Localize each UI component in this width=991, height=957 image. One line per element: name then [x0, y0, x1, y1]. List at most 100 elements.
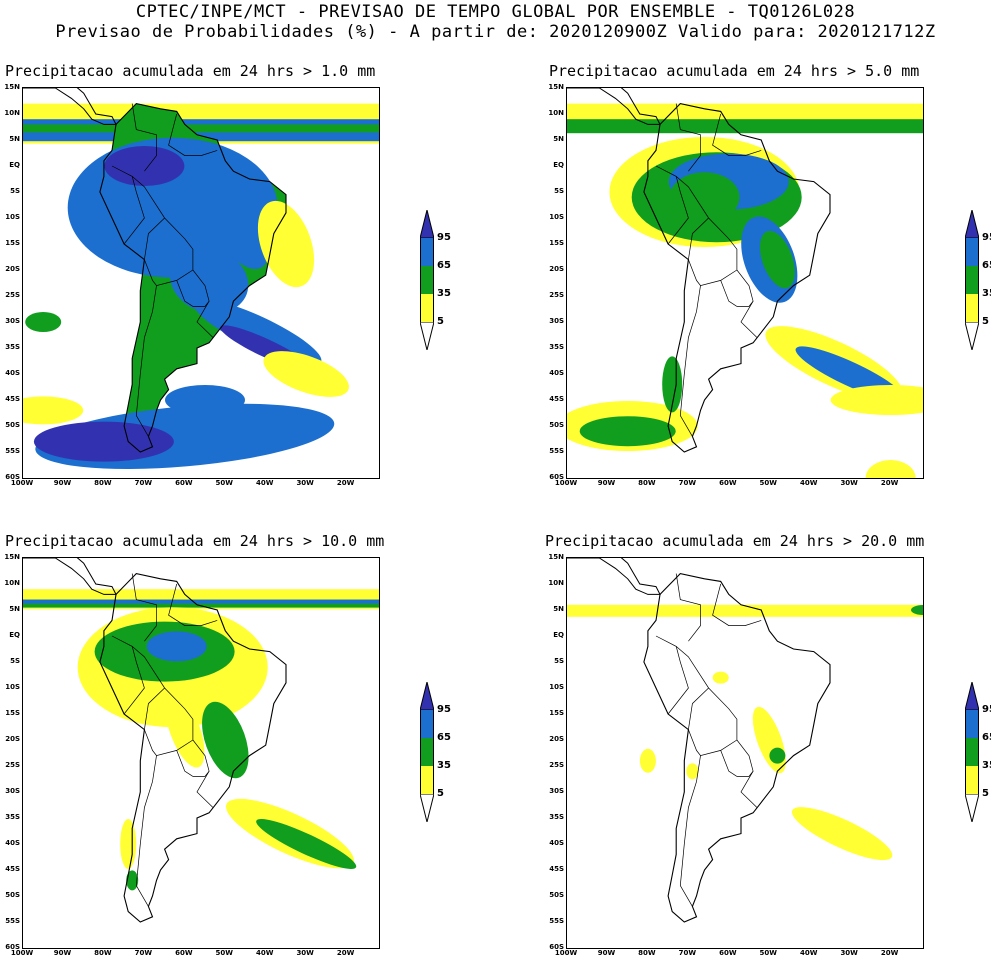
panel-title-3: Precipitacao acumulada em 24 hrs > 10.0 …	[5, 532, 385, 550]
lat-tick-label: 25S	[549, 761, 564, 769]
panel-title-1: Precipitacao acumulada em 24 hrs > 1.0 m…	[5, 62, 376, 80]
lon-tick-label: 90W	[53, 479, 72, 487]
panel-title-4: Precipitacao acumulada em 24 hrs > 20.0 …	[545, 532, 925, 550]
lat-tick-label: 45S	[549, 395, 564, 403]
lon-tick-label: 20W	[880, 479, 899, 487]
lat-tick-label: 35S	[5, 343, 20, 351]
lat-tick-label: 5N	[9, 605, 20, 613]
map-panel-10mm	[22, 557, 380, 949]
colorbar-label: 5	[982, 788, 989, 799]
lat-tick-label: 15N	[548, 83, 564, 91]
lat-tick-label: EQ	[9, 631, 20, 639]
lat-tick-label: 20S	[549, 265, 564, 273]
lat-tick-label: 60S	[5, 943, 20, 951]
colorbar-segment	[965, 238, 979, 266]
lat-tick-label: 45S	[5, 395, 20, 403]
lat-tick-label: 5S	[554, 187, 564, 195]
colorbar-label: 35	[982, 760, 991, 771]
lat-tick-label: 50S	[5, 421, 20, 429]
lat-tick-label: 15N	[4, 83, 20, 91]
lon-tick-label: 60W	[719, 949, 737, 957]
colorbar-segment	[420, 294, 434, 322]
map-panel-1mm	[22, 87, 380, 479]
colorbar-label: 65	[437, 732, 451, 743]
lon-tick-label: 80W	[94, 479, 112, 487]
lat-tick-label: 10S	[5, 213, 20, 221]
colorbar-label: 65	[437, 260, 451, 271]
lat-tick-label: 50S	[549, 421, 564, 429]
lon-tick-label: 30W	[296, 479, 314, 487]
lat-tick-label: 20S	[5, 735, 20, 743]
colorbar-label: 35	[437, 760, 451, 771]
lon-tick-label: 20W	[336, 949, 355, 957]
lon-tick-label: 70W	[678, 479, 697, 487]
lat-tick-label: 35S	[549, 343, 564, 351]
lon-tick-label: 100W	[554, 479, 578, 487]
lon-tick-label: 50W	[215, 949, 233, 957]
lat-tick-label: 60S	[549, 473, 564, 481]
colorbar-segment	[420, 766, 434, 794]
lon-tick-label: 70W	[678, 949, 697, 957]
lat-tick-label: 30S	[5, 317, 20, 325]
lat-tick-label: 5N	[553, 135, 564, 143]
chart-title: CPTEC/INPE/MCT - PREVISAO DE TEMPO GLOBA…	[135, 2, 856, 22]
lat-tick-label: 50S	[5, 891, 20, 899]
map-svg	[23, 558, 379, 923]
lat-tick-label: 35S	[5, 813, 20, 821]
lat-tick-label: 10S	[549, 213, 564, 221]
lat-tick-label: 15N	[4, 553, 20, 561]
lon-tick-label: 30W	[296, 949, 314, 957]
lon-tick-label: 50W	[215, 479, 233, 487]
lat-tick-label: 50S	[549, 891, 564, 899]
panel-title-2: Precipitacao acumulada em 24 hrs > 5.0 m…	[549, 62, 920, 80]
colorbar-label: 95	[982, 704, 991, 715]
lon-tick-label: 80W	[94, 949, 112, 957]
map-panel-5mm	[566, 87, 924, 479]
lat-tick-label: 15S	[549, 239, 564, 247]
lat-tick-label: 45S	[5, 865, 20, 873]
lat-tick-label: EQ	[553, 161, 564, 169]
lat-tick-label: 10N	[548, 109, 564, 117]
colorbar-segment	[420, 238, 434, 266]
lat-tick-label: EQ	[553, 631, 564, 639]
lon-tick-label: 50W	[759, 479, 777, 487]
lat-tick-label: 40S	[549, 369, 564, 377]
lon-tick-label: 40W	[255, 949, 274, 957]
map-svg	[567, 88, 923, 478]
colorbar-segment	[965, 710, 979, 738]
lat-tick-label: 55S	[5, 447, 20, 455]
lat-tick-label: 15S	[549, 709, 564, 717]
colorbar-segment	[420, 266, 434, 294]
colorbar-segment	[420, 738, 434, 766]
lat-tick-label: 60S	[5, 473, 20, 481]
lon-tick-label: 90W	[597, 949, 616, 957]
lat-tick-label: 10S	[549, 683, 564, 691]
map-svg	[567, 558, 923, 923]
colorbar-segment	[420, 710, 434, 738]
lat-tick-label: 30S	[5, 787, 20, 795]
lat-tick-label: 15S	[5, 709, 20, 717]
lat-tick-label: 40S	[5, 839, 20, 847]
lat-tick-label: 5S	[554, 657, 564, 665]
colorbar-4: 95 65 35 5	[965, 682, 991, 822]
lat-tick-label: 55S	[5, 917, 20, 925]
colorbar-label: 35	[982, 288, 991, 299]
lat-tick-label: 20S	[5, 265, 20, 273]
lat-tick-label: 20S	[549, 735, 564, 743]
lon-tick-label: 40W	[799, 479, 818, 487]
colorbar-segment	[965, 266, 979, 294]
lon-tick-label: 60W	[175, 479, 193, 487]
lat-tick-label: 25S	[5, 761, 20, 769]
colorbar-label: 5	[982, 316, 989, 327]
lon-tick-label: 100W	[554, 949, 578, 957]
lon-tick-label: 40W	[799, 949, 818, 957]
colorbar-2: 95 65 35 5	[965, 210, 991, 350]
lat-tick-label: EQ	[9, 161, 20, 169]
lat-tick-label: 5S	[10, 187, 20, 195]
lon-tick-label: 80W	[638, 479, 656, 487]
lat-tick-label: 55S	[549, 447, 564, 455]
colorbar-label: 5	[437, 316, 444, 327]
lat-tick-label: 15N	[548, 553, 564, 561]
lon-tick-label: 50W	[759, 949, 777, 957]
lat-tick-label: 35S	[549, 813, 564, 821]
